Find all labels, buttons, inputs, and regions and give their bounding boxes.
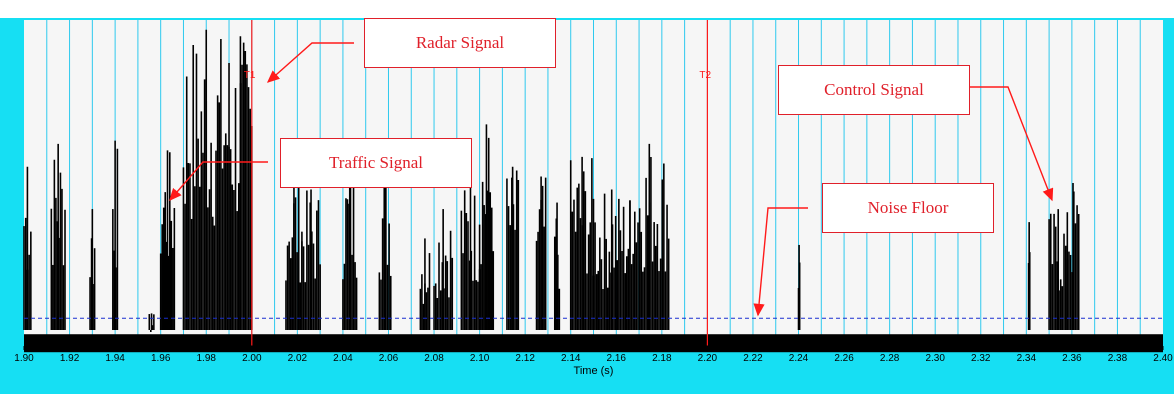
signal-burst [378, 163, 392, 330]
x-tick-label: 2.00 [242, 353, 262, 364]
signal-burst [50, 143, 66, 330]
x-tick-label: 2.08 [424, 353, 444, 364]
signal-burst [1027, 222, 1031, 330]
time-markers: T1 T2 [244, 20, 712, 346]
signal-burst [301, 189, 321, 330]
callout-arrow [266, 42, 354, 83]
signal-burst [285, 166, 303, 330]
x-tick-label: 2.24 [789, 353, 809, 364]
x-tick-label: 2.16 [607, 353, 627, 364]
x-tick-label: 1.98 [197, 353, 217, 364]
signal-burst [433, 209, 454, 330]
signal-burst [629, 143, 670, 330]
x-tick-label: 2.18 [652, 353, 672, 364]
x-tick-label: 1.94 [105, 353, 125, 364]
radar-signal-callout: Radar Signal [364, 18, 556, 68]
signal-burst [23, 166, 32, 330]
signal-burst [478, 124, 495, 330]
x-tick-label: 2.22 [743, 353, 763, 364]
x-axis-label: Time (s) [574, 365, 614, 377]
x-tick-label: 2.32 [971, 353, 991, 364]
x-tick-label: 2.14 [561, 353, 581, 364]
signal-burst [535, 176, 547, 330]
noise-floor-band [24, 334, 1163, 353]
marker-label: T2 [699, 70, 711, 81]
frame-top-strip [0, 0, 1174, 18]
signal-burst [148, 313, 155, 333]
signal-trace [23, 29, 1163, 353]
signal-burst [112, 140, 119, 330]
x-tick-label: 1.96 [151, 353, 171, 364]
marker-label: T1 [244, 70, 256, 81]
callout-arrow [960, 86, 1054, 202]
x-tick-label: 2.10 [470, 353, 490, 364]
signal-burst [159, 150, 176, 330]
signal-burst [592, 189, 631, 330]
x-tick-label: 1.92 [60, 353, 80, 364]
x-tick-label: 2.34 [1017, 353, 1037, 364]
x-tick-label: 2.12 [515, 353, 535, 364]
noise-floor-callout: Noise Floor [822, 183, 994, 233]
signal-burst [797, 244, 801, 330]
control-signal-callout: Control Signal [778, 65, 970, 115]
signal-burst [569, 156, 595, 330]
x-tick-label: 2.06 [379, 353, 399, 364]
signal-burst [419, 238, 431, 330]
callout-arrow [169, 161, 268, 202]
x-tick-label: 2.26 [834, 353, 854, 364]
x-tick-label: 2.36 [1062, 353, 1082, 364]
control-signal-label: Control Signal [824, 80, 924, 99]
x-tick-label: 2.28 [880, 353, 900, 364]
x-tick-label: 1.90 [14, 353, 34, 364]
signal-burst [1048, 209, 1069, 330]
signal-burst [553, 202, 561, 330]
signal-burst [228, 36, 253, 330]
signal-burst [460, 183, 481, 330]
noise-floor-label: Noise Floor [867, 198, 949, 217]
traffic-signal-callout: Traffic Signal [280, 138, 472, 188]
x-tick-label: 2.30 [925, 353, 945, 364]
x-tick-label: 2.02 [288, 353, 308, 364]
callout-arrow [753, 207, 808, 317]
x-tick-label: 2.20 [698, 353, 718, 364]
signal-burst [182, 29, 230, 330]
x-axis-ticks: 1.90 1.92 1.94 1.96 1.98 2.00 2.02 2.04 2.06 2.08… [14, 345, 1173, 364]
signal-burst [89, 209, 96, 330]
signal-burst [342, 163, 358, 330]
radar-signal-label: Radar Signal [415, 33, 505, 52]
callout-arrows [169, 42, 1054, 317]
x-tick-label: 2.38 [1108, 353, 1128, 364]
signal-burst [506, 166, 520, 330]
x-tick-label: 2.04 [333, 353, 353, 364]
x-tick-label: 2.40 [1153, 353, 1173, 364]
traffic-signal-label: Traffic Signal [329, 153, 423, 172]
